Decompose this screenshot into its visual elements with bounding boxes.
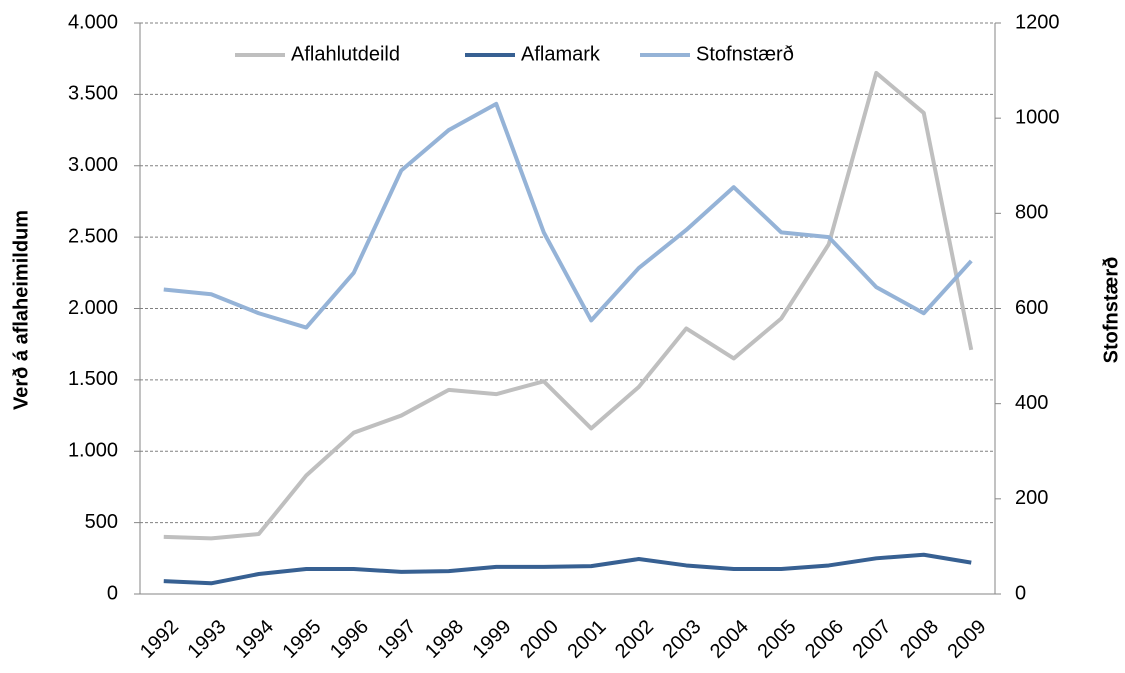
legend-label: Aflamark — [521, 43, 601, 65]
y2-tick-label: 0 — [1015, 582, 1026, 604]
x-tick-label: 1992 — [136, 616, 183, 663]
x-tick-label: 1995 — [278, 616, 325, 663]
y-tick-label: 3.500 — [68, 83, 118, 105]
y-tick-label: 1.500 — [68, 368, 118, 390]
series-line — [163, 101, 973, 330]
y-tick-label: 4.000 — [68, 11, 118, 33]
legend-label: Aflahlutdeild — [291, 43, 400, 65]
y-tick-label: 1.000 — [68, 440, 118, 462]
y-tick-label: 2.000 — [68, 297, 118, 319]
y-tick-label: 3.000 — [68, 154, 118, 176]
y2-tick-label: 800 — [1015, 202, 1048, 224]
x-tick-label: 1998 — [421, 616, 468, 663]
y-tick-label: 500 — [85, 511, 118, 533]
y2-tick-label: 1200 — [1015, 11, 1060, 33]
y-tick-label: 0 — [107, 582, 118, 604]
y2-tick-label: 1000 — [1015, 106, 1060, 128]
y-tick-label: 2.500 — [68, 225, 118, 247]
series-line — [163, 552, 972, 586]
x-tick-label: 2007 — [848, 616, 895, 663]
x-tick-label: 2000 — [516, 616, 563, 663]
x-tick-label: 2006 — [801, 616, 848, 663]
x-tick-label: 2008 — [896, 616, 943, 663]
x-tick-label: 1993 — [183, 616, 230, 663]
x-tick-label: 2004 — [706, 616, 753, 663]
x-tick-label: 2005 — [753, 616, 800, 663]
y2-tick-label: 400 — [1015, 392, 1048, 414]
x-tick-label: 2002 — [611, 616, 658, 663]
series-line — [163, 70, 974, 541]
x-tick-label: 1994 — [231, 616, 278, 663]
x-tick-label: 1997 — [373, 616, 420, 663]
y2-axis-title: Stofnstærð — [1100, 257, 1122, 364]
y2-tick-label: 200 — [1015, 487, 1048, 509]
y-axis-title: Verð á aflaheimildum — [10, 210, 32, 410]
y2-tick-label: 600 — [1015, 297, 1048, 319]
x-tick-label: 2001 — [563, 616, 610, 663]
x-tick-label: 1996 — [326, 616, 373, 663]
x-tick-label: 2003 — [658, 616, 705, 663]
x-tick-label: 2009 — [943, 616, 990, 663]
legend-label: Stofnstærð — [696, 43, 794, 65]
x-tick-label: 1999 — [468, 616, 515, 663]
